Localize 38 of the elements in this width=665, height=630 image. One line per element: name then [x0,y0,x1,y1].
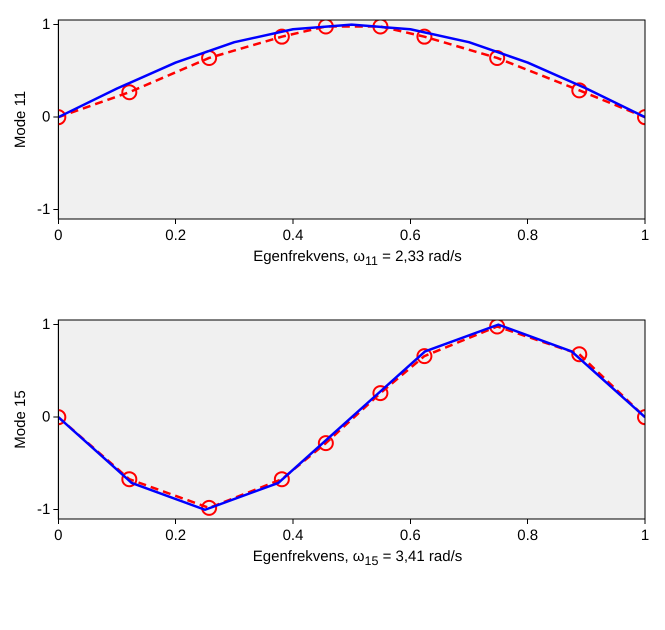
x-tick-label: 1 [640,527,650,544]
x-tick-label: 0.6 [400,527,421,544]
point [489,50,506,66]
point [571,82,588,98]
point [372,385,388,402]
y-tick-label: 1 [42,316,50,333]
point [201,50,218,66]
x-tick-label: 1 [640,227,650,244]
x-tick-label: 0.8 [517,227,538,244]
point [274,471,290,488]
y-tick-label: 0 [42,408,50,426]
point [121,84,138,100]
point [121,471,138,488]
point [416,28,432,45]
point [416,348,432,364]
y-axis-title: Mode 11 [12,90,30,148]
point [201,500,218,516]
point [489,320,506,334]
x-tick-label: 0.2 [165,227,186,244]
x-tick-label: 0.4 [282,527,304,544]
y-tick-label: -1 [36,500,50,518]
y-tick-label: 1 [42,16,50,33]
point [318,435,334,452]
x-tick-label: 0 [54,227,63,244]
x-tick-label: 0.6 [400,227,421,244]
point [571,346,588,362]
y-axis-title: Mode 15 [12,390,30,449]
x-axis-title: Egenfrekvens, ω$_{11}$ = 2,33 rad/s [252,248,463,268]
x-axis-title: Egenfrekvens, ω$_{15}$ = 3,41 rad/s [252,548,464,568]
x-tick-label: 0.2 [165,527,186,544]
y-tick-label: 0 [42,108,50,126]
point [274,28,290,45]
x-tick-label: 0.8 [517,527,538,544]
y-tick-label: -1 [36,200,50,218]
point [318,20,334,34]
x-tick-label: 0 [54,527,63,544]
x-tick-label: 0.4 [282,227,304,244]
point [372,20,388,34]
